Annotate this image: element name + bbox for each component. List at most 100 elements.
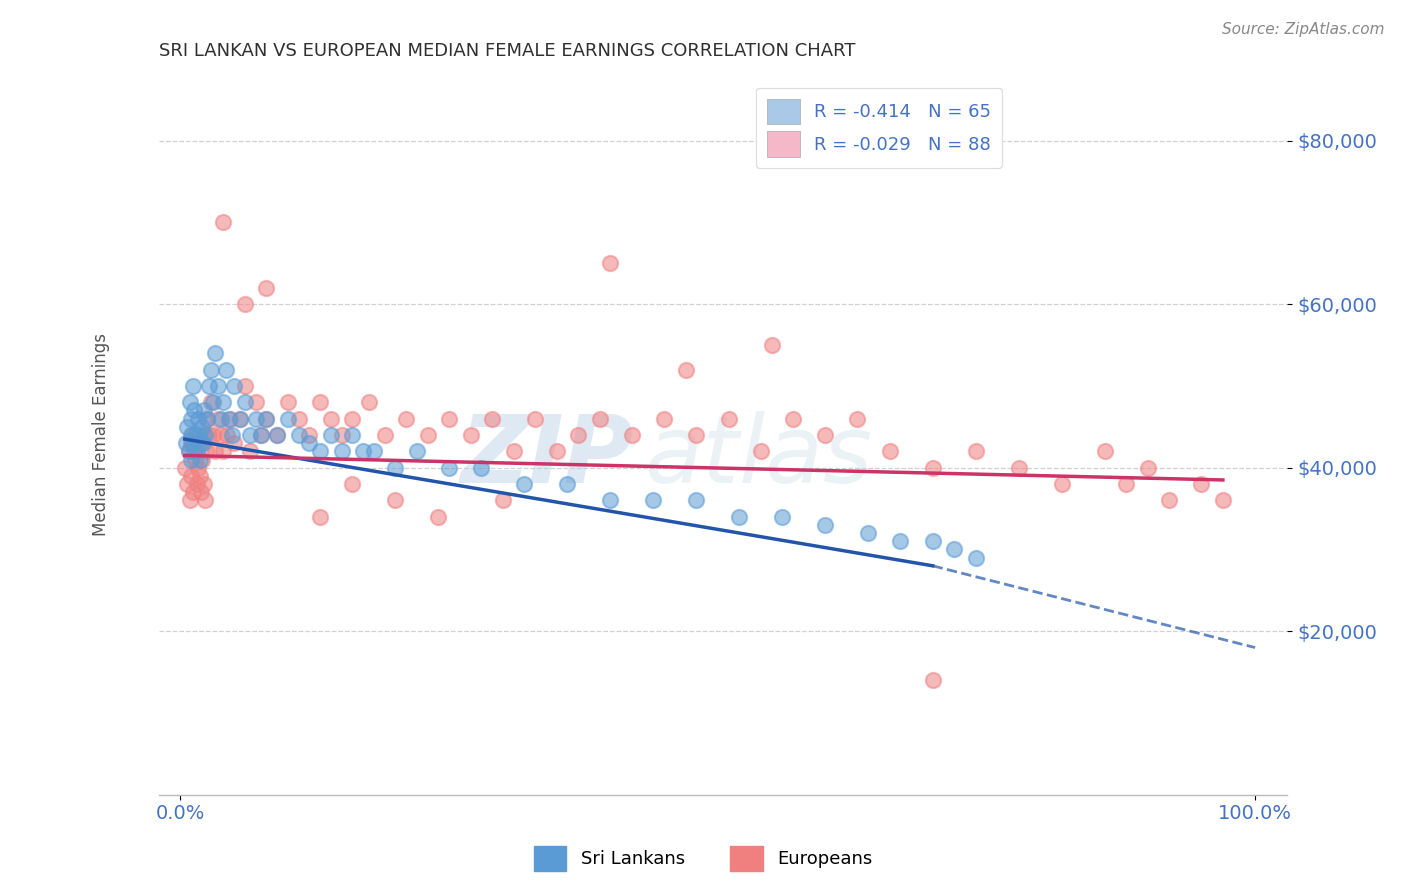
Point	[221, 428, 243, 442]
Point	[194, 493, 217, 508]
Point	[1094, 444, 1116, 458]
Point	[749, 444, 772, 458]
Point	[183, 403, 205, 417]
Point	[191, 428, 214, 442]
Point	[176, 477, 198, 491]
Point	[201, 395, 224, 409]
Text: SRI LANKAN VS EUROPEAN MEDIAN FEMALE EARNINGS CORRELATION CHART: SRI LANKAN VS EUROPEAN MEDIAN FEMALE EAR…	[159, 42, 855, 60]
Point	[277, 411, 299, 425]
Point	[481, 411, 503, 425]
Point	[233, 379, 256, 393]
Point	[254, 411, 277, 425]
Point	[437, 460, 460, 475]
Point	[567, 428, 589, 442]
Point	[183, 485, 205, 500]
Point	[782, 411, 804, 425]
Point	[180, 452, 202, 467]
Point	[224, 379, 246, 393]
Point	[207, 411, 229, 425]
Point	[186, 477, 208, 491]
Point	[195, 411, 218, 425]
Point	[191, 419, 214, 434]
Point	[183, 379, 205, 393]
Point	[352, 444, 374, 458]
Point	[384, 460, 406, 475]
Point	[214, 362, 236, 376]
Point	[416, 428, 439, 442]
Point	[228, 411, 250, 425]
Point	[239, 428, 262, 442]
Point	[1136, 460, 1159, 475]
Point	[717, 411, 740, 425]
Point	[620, 428, 643, 442]
Point	[921, 673, 943, 688]
Point	[188, 468, 211, 483]
Point	[228, 411, 250, 425]
Point	[180, 411, 202, 425]
Point	[209, 428, 232, 442]
Point	[179, 493, 201, 508]
Point	[437, 411, 460, 425]
Point	[374, 428, 396, 442]
Point	[319, 428, 342, 442]
Point	[965, 444, 987, 458]
Point	[250, 428, 273, 442]
Point	[188, 452, 211, 467]
Point	[546, 444, 568, 458]
Point	[181, 436, 204, 450]
Point	[460, 428, 482, 442]
Point	[1008, 460, 1031, 475]
Point	[309, 395, 332, 409]
Point	[814, 428, 837, 442]
Point	[889, 534, 911, 549]
Point	[193, 477, 215, 491]
Point	[191, 452, 214, 467]
Point	[218, 411, 240, 425]
Point	[183, 444, 205, 458]
Point	[1050, 477, 1073, 491]
Text: ZIP: ZIP	[460, 410, 633, 502]
Point	[342, 411, 364, 425]
Point	[195, 444, 218, 458]
Point	[174, 436, 197, 450]
Point	[965, 550, 987, 565]
Point	[277, 395, 299, 409]
Point	[198, 379, 221, 393]
Point	[191, 436, 214, 450]
Point	[555, 477, 578, 491]
Point	[599, 256, 621, 270]
Text: atlas: atlas	[644, 411, 872, 502]
Point	[245, 395, 267, 409]
Point	[405, 444, 427, 458]
Point	[177, 444, 200, 458]
Point	[233, 395, 256, 409]
Point	[254, 411, 277, 425]
Point	[943, 542, 966, 557]
Point	[173, 460, 195, 475]
Point	[181, 428, 204, 442]
Point	[207, 379, 229, 393]
Point	[233, 297, 256, 311]
Point	[186, 444, 208, 458]
Point	[770, 509, 793, 524]
Point	[395, 411, 418, 425]
Point	[363, 444, 385, 458]
Point	[1189, 477, 1212, 491]
Point	[524, 411, 547, 425]
Point	[319, 411, 342, 425]
Point	[245, 411, 267, 425]
Point	[198, 428, 221, 442]
Point	[184, 428, 207, 442]
Point	[195, 411, 218, 425]
Point	[177, 444, 200, 458]
Point	[492, 493, 515, 508]
Point	[675, 362, 697, 376]
Point	[858, 526, 880, 541]
Point	[879, 444, 901, 458]
Point	[187, 436, 209, 450]
Point	[180, 436, 202, 450]
Point	[187, 411, 209, 425]
Point	[204, 346, 226, 360]
Point	[215, 428, 238, 442]
Point	[685, 428, 707, 442]
